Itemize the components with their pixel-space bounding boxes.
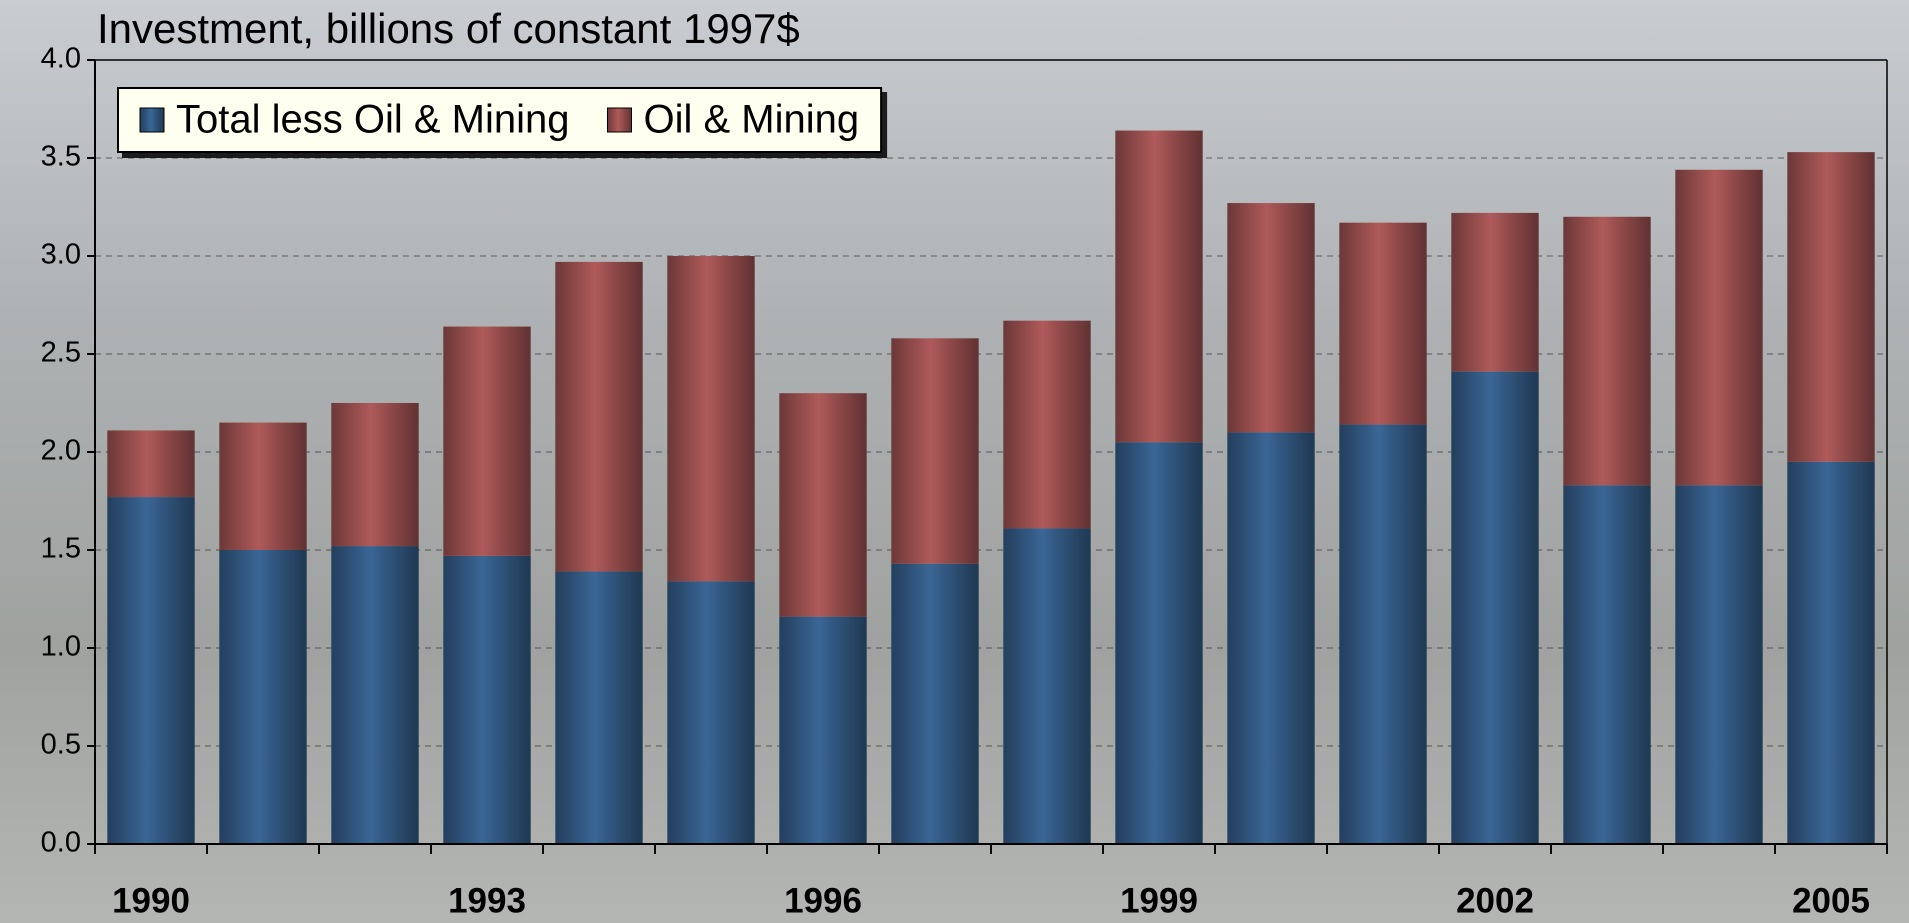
y-tick-label: 0.0 [41,827,81,859]
legend-swatch [606,107,632,133]
bar-segment [1675,485,1763,844]
legend-box [117,87,883,153]
y-tick-label: 1.0 [41,631,81,663]
bar-segment [331,403,419,547]
bar-segment [1227,432,1315,844]
x-tick-label: 1990 [112,881,190,920]
bar-segment [1563,485,1651,844]
bar-segment [1787,152,1875,462]
bar-segment [891,338,979,564]
legend-swatch [139,107,165,133]
bar-segment [219,550,307,844]
bar-segment [107,430,195,498]
bar-segment [1339,424,1427,844]
bar-segment [1675,169,1763,486]
y-tick-label: 0.5 [41,729,81,761]
bar-segment [443,326,531,556]
y-tick-label: 3.0 [41,239,81,271]
bar-segment [331,546,419,844]
bar-segment [667,581,755,844]
x-tick-label: 2005 [1792,881,1870,920]
x-tick-label: 2002 [1456,881,1534,920]
y-tick-label: 2.0 [41,435,81,467]
bar-segment [667,256,755,582]
x-tick-label: 1996 [784,881,862,920]
bar-segment [1787,461,1875,844]
legend-label: Oil & Mining [643,98,859,142]
chart-title: Investment, billions of constant 1997$ [97,5,800,52]
bar-segment [443,555,531,844]
bar-segment [1003,528,1091,844]
bar-segment [107,497,195,844]
x-tick-label: 1993 [448,881,526,920]
y-tick-label: 2.5 [41,337,81,369]
bar-segment [1339,222,1427,425]
bar-segment [1115,442,1203,844]
y-tick-label: 4.0 [41,43,81,75]
bar-segment [1227,203,1315,433]
bar-segment [1003,320,1091,529]
bar-segment [1451,371,1539,844]
bar-segment [779,616,867,844]
x-tick-label: 1999 [1120,881,1198,920]
bar-segment [891,563,979,844]
bar-segment [1115,130,1203,443]
bar-segment [555,261,643,572]
legend: Total less Oil & Mining Oil & Mining [117,87,883,153]
bar-segment [779,393,867,617]
bar-segment [219,422,307,550]
legend-label: Total less Oil & Mining [176,98,569,142]
bar-segment [1451,212,1539,372]
bar-segment [555,571,643,844]
bar-segment [1563,216,1651,486]
y-tick-label: 3.5 [41,141,81,173]
y-tick-label: 1.5 [41,533,81,565]
